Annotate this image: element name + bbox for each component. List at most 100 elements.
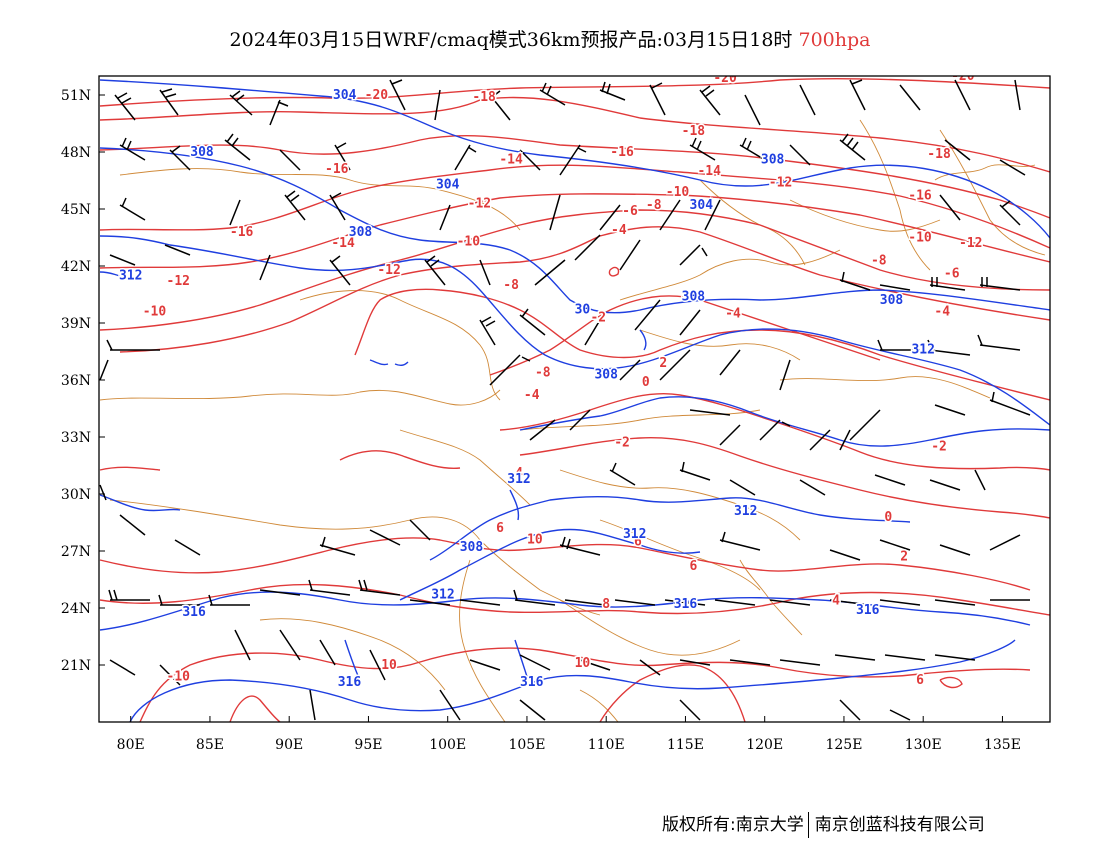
lon-tick-label: 120E [746, 737, 783, 753]
temperature-contour-label: -6 [944, 267, 960, 282]
temperature-contour-label: 6 [916, 673, 924, 688]
footer-separator [807, 812, 809, 838]
temperature-contour-label: -6 [622, 204, 638, 219]
height-contour-label: 312 [623, 527, 646, 542]
height-contour-label: 304 [333, 88, 357, 103]
height-contour-label: 308 [190, 145, 214, 160]
height-labels: 304 308 304 308 312 304 308 30 308 308 308 312 312 31… [117, 87, 936, 692]
temperature-contour-label: -16 [610, 145, 634, 160]
lat-tick-label: 33N [61, 430, 91, 446]
lon-tick-label: 135E [984, 737, 1021, 753]
temperature-contour-label: 8 [602, 597, 610, 612]
temperature-contour-label: -10 [908, 231, 932, 246]
temperature-contour-label: 10 [527, 533, 543, 548]
geopotential-contours [99, 79, 1050, 722]
lat-tick-label: 51N [61, 88, 91, 104]
temperature-contour-label: -20 [713, 71, 737, 86]
lon-tick-label: 110E [588, 737, 625, 753]
height-contour-label: 308 [880, 293, 904, 308]
lon-tick-label: 90E [275, 737, 303, 753]
temperature-contour-label: -4 [725, 307, 741, 322]
temperature-contour-label: -4 [934, 305, 950, 320]
height-contour-label: 30 [575, 303, 591, 318]
lat-tick-label: 48N [61, 145, 91, 161]
lat-tick-label: 45N [61, 202, 91, 218]
latitude-axis: 51N 48N 45N 42N 39N 36N 33N 30N 27N 24N 21N [61, 88, 105, 674]
height-contour-label: 316 [338, 675, 362, 690]
height-contour-label: 308 [460, 540, 484, 555]
lon-tick-label: 100E [429, 737, 466, 753]
lat-tick-label: 36N [61, 373, 91, 389]
lat-tick-label: 24N [61, 601, 91, 617]
temperature-contour-label: 0 [884, 510, 892, 525]
temperature-contour-label: -16 [908, 189, 932, 204]
temperature-contour-label: 6 [496, 521, 504, 536]
temperature-contour-label: -8 [646, 198, 662, 213]
temperature-contour-label: -2 [590, 310, 606, 325]
border-lines [99, 119, 1046, 722]
temperature-contour-label: -12 [468, 196, 491, 211]
temperature-contour-label: -18 [927, 147, 951, 162]
temperature-contour-label: -8 [535, 365, 551, 380]
lat-tick-label: 39N [61, 316, 91, 332]
temperature-contour-label: -18 [682, 124, 706, 139]
lon-tick-label: 80E [117, 737, 145, 753]
height-contour-label: 316 [674, 597, 698, 612]
temperature-contour-label: -20 [951, 69, 975, 84]
temperature-contour-label: -4 [611, 223, 627, 238]
temperature-contour-label: 4 [515, 466, 523, 481]
title-text: 2024年03月15日WRF/cmaq模式36km预报产品:03月15日18时 [229, 29, 793, 51]
temperature-contour-label: -14 [331, 236, 355, 251]
height-contour-label: 308 [682, 289, 706, 304]
temperature-contour-label: -12 [167, 274, 190, 289]
height-contour-label: 308 [349, 225, 373, 240]
height-contour-label: 312 [734, 504, 757, 519]
temperature-contour-label: -18 [472, 90, 496, 105]
temperature-contour-label: -10 [666, 185, 690, 200]
copyright-footer: 版权所有:南京大学 南京创蓝科技有限公司 [662, 810, 985, 838]
temperature-contour-label: 6 [689, 559, 697, 574]
lon-tick-label: 105E [508, 737, 545, 753]
plot-frame [98, 75, 1051, 723]
temperature-contour-label: 0 [642, 375, 650, 390]
height-contour-label: 316 [856, 603, 880, 618]
temperature-contours [99, 78, 1050, 722]
temperature-contour-label: -8 [503, 278, 519, 293]
height-contour-label: 308 [594, 367, 618, 382]
temperature-labels: -20 -18-16-14-16-14-12-12-10-12-10-8-8-4-… [141, 69, 984, 690]
lat-tick-label: 42N [61, 259, 91, 275]
height-contour-label: 312 [507, 472, 530, 487]
temperature-contour-label: 10 [575, 656, 591, 671]
lon-tick-label: 125E [825, 737, 862, 753]
temperature-contour-label: 2 [900, 550, 908, 565]
temperature-contour-label: -16 [325, 162, 349, 177]
temperature-contour-label: -2 [931, 440, 947, 455]
temperature-contour-label: -14 [697, 164, 721, 179]
lon-tick-label: 95E [354, 737, 382, 753]
height-contour-label: 304 [690, 198, 714, 213]
height-contour-label: 308 [761, 153, 785, 168]
lon-tick-label: 115E [667, 737, 704, 753]
temperature-contour-label: -16 [230, 225, 254, 240]
height-contour-label: 316 [520, 675, 544, 690]
wind-barbs [99, 79, 1031, 721]
copyright-company: 南京创蓝科技有限公司 [814, 815, 985, 835]
temperature-contour-label: 10 [381, 658, 397, 673]
temperature-contour-label: -12 [377, 263, 400, 278]
temperature-contour-label: -10 [167, 669, 191, 684]
temperature-contour-label: -20 [365, 88, 389, 103]
height-contour-label: 312 [911, 343, 934, 358]
longitude-axis: 80E 85E 90E 95E 100E 105E 110E 115E 120E 125E 130E… [117, 716, 1021, 753]
temperature-contour-label: -10 [457, 234, 481, 249]
height-contour-label: 312 [119, 269, 142, 284]
lat-tick-label: 30N [61, 487, 91, 503]
temperature-contour-label: 2 [659, 356, 667, 371]
temperature-contour-label: -4 [524, 388, 540, 403]
map-title: 2024年03月15日WRF/cmaq模式36km预报产品:03月15日18时 … [0, 25, 1100, 52]
lon-tick-label: 130E [905, 737, 942, 753]
temperature-contour-label: -2 [614, 436, 630, 451]
temperature-contour-label: -12 [959, 236, 982, 251]
copyright-owner: 版权所有:南京大学 [662, 815, 804, 835]
temperature-contour-label: 6 [634, 535, 642, 550]
